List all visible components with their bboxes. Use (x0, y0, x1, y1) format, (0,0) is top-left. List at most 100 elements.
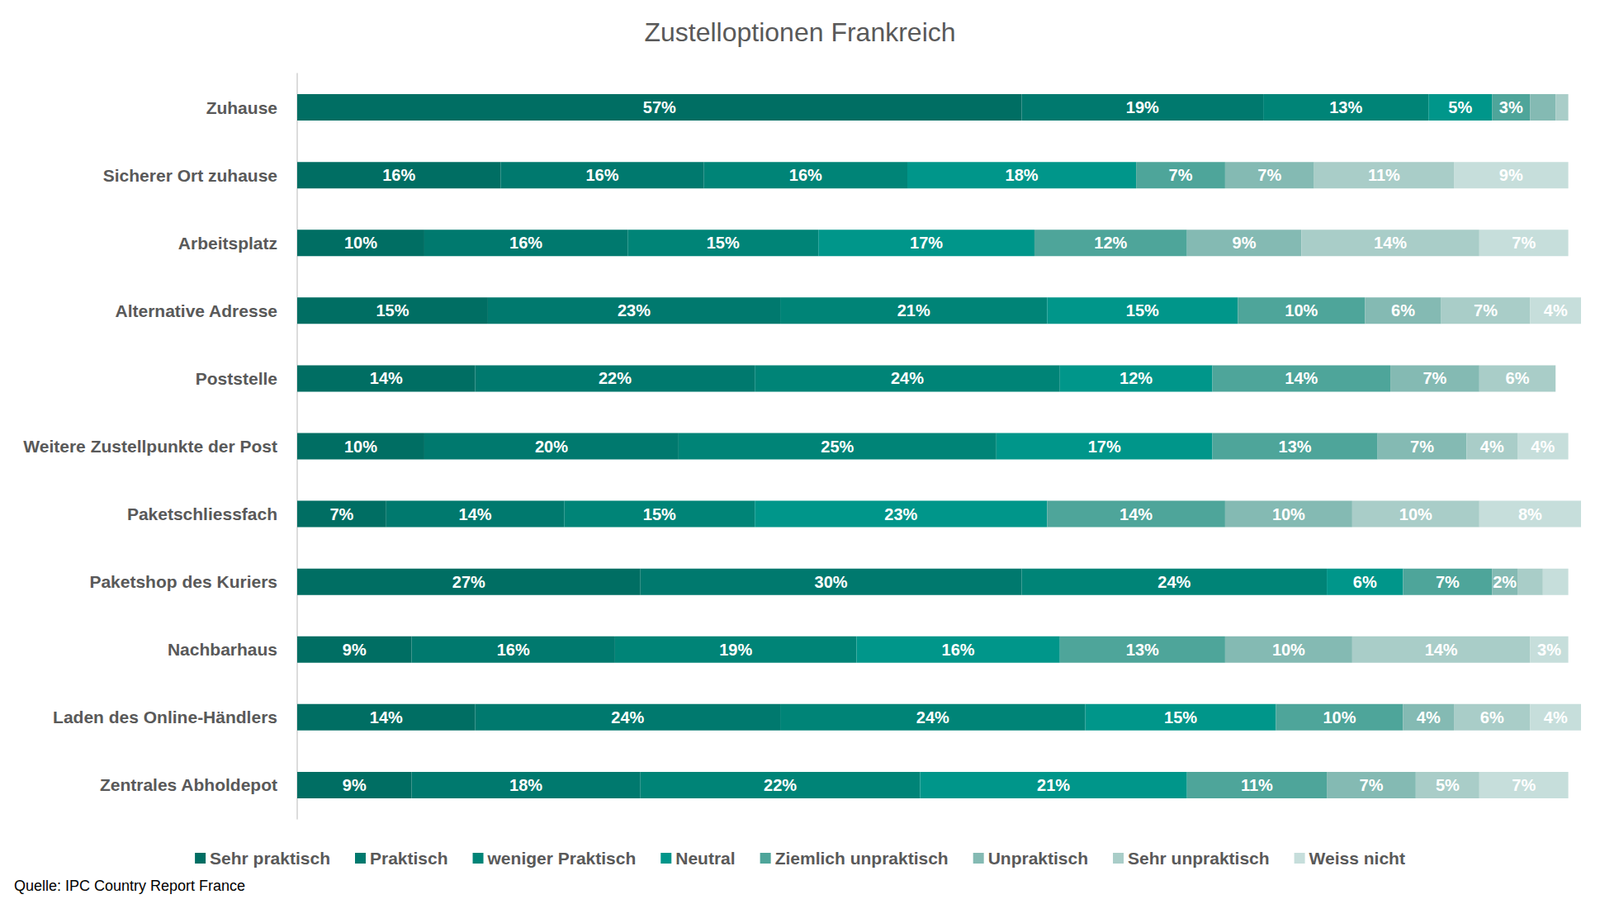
svg-text:27%: 27% (452, 572, 486, 592)
svg-text:13%: 13% (1329, 98, 1363, 117)
svg-text:17%: 17% (1088, 437, 1122, 456)
svg-text:Quelle: IPC Country Report Fra: Quelle: IPC Country Report France (14, 877, 246, 895)
svg-text:6%: 6% (1480, 708, 1505, 727)
svg-text:21%: 21% (897, 301, 931, 320)
svg-text:17%: 17% (909, 233, 943, 252)
svg-text:14%: 14% (459, 505, 493, 524)
svg-text:Paketshop des Kuriers: Paketshop des Kuriers (89, 572, 278, 592)
svg-text:8%: 8% (1518, 505, 1543, 524)
svg-text:19%: 19% (719, 640, 753, 659)
svg-text:6%: 6% (1505, 369, 1530, 388)
svg-text:4%: 4% (1543, 708, 1568, 727)
svg-text:12%: 12% (1119, 369, 1153, 388)
svg-text:24%: 24% (916, 708, 950, 727)
svg-text:11%: 11% (1368, 165, 1401, 185)
svg-text:6%: 6% (1391, 301, 1416, 320)
svg-text:Weiss nicht: Weiss nicht (1309, 848, 1406, 868)
svg-text:Alternative Adresse: Alternative Adresse (115, 301, 278, 321)
svg-text:15%: 15% (643, 505, 677, 524)
svg-text:Poststelle: Poststelle (195, 369, 278, 389)
svg-text:15%: 15% (1126, 301, 1160, 320)
svg-text:7%: 7% (1257, 165, 1282, 185)
svg-text:10%: 10% (1284, 301, 1318, 320)
svg-text:4%: 4% (1480, 437, 1505, 456)
svg-text:7%: 7% (1410, 437, 1435, 456)
svg-text:10%: 10% (1322, 708, 1356, 727)
svg-text:7%: 7% (1359, 776, 1384, 795)
svg-text:10%: 10% (344, 437, 378, 456)
svg-text:14%: 14% (1424, 640, 1458, 659)
svg-text:11%: 11% (1240, 776, 1274, 795)
svg-text:Zentrales Abholdepot: Zentrales Abholdepot (99, 775, 278, 795)
svg-text:14%: 14% (1119, 505, 1153, 524)
svg-text:Praktisch: Praktisch (369, 848, 449, 868)
svg-text:7%: 7% (1169, 165, 1193, 185)
svg-text:7%: 7% (1511, 233, 1536, 252)
svg-text:57%: 57% (643, 98, 677, 117)
svg-text:18%: 18% (509, 776, 543, 795)
svg-text:Ziemlich unpraktisch: Ziemlich unpraktisch (775, 848, 949, 868)
svg-text:3%: 3% (1499, 98, 1524, 117)
svg-text:24%: 24% (610, 708, 644, 727)
svg-text:24%: 24% (890, 369, 924, 388)
svg-text:Unpraktisch: Unpraktisch (988, 848, 1089, 868)
svg-text:10%: 10% (1399, 505, 1433, 524)
svg-text:10%: 10% (344, 233, 378, 252)
svg-text:Zuhause: Zuhause (206, 98, 278, 118)
svg-text:19%: 19% (1126, 98, 1160, 117)
svg-text:22%: 22% (763, 776, 797, 795)
svg-text:Nachbarhaus: Nachbarhaus (167, 639, 278, 659)
svg-text:weniger Praktisch: weniger Praktisch (487, 848, 637, 868)
svg-text:18%: 18% (1005, 165, 1039, 185)
svg-text:16%: 16% (509, 233, 543, 252)
svg-text:Sehr praktisch: Sehr praktisch (209, 848, 331, 868)
svg-text:3%: 3% (1537, 640, 1562, 659)
svg-text:4%: 4% (1543, 301, 1568, 320)
svg-text:Arbeitsplatz: Arbeitsplatz (178, 233, 278, 253)
svg-text:14%: 14% (369, 708, 403, 727)
svg-text:10%: 10% (1272, 640, 1306, 659)
svg-text:15%: 15% (375, 301, 409, 320)
svg-text:16%: 16% (942, 640, 976, 659)
svg-text:14%: 14% (1284, 369, 1318, 388)
svg-text:15%: 15% (1164, 708, 1198, 727)
svg-text:Zustelloptionen Frankreich: Zustelloptionen Frankreich (643, 17, 956, 48)
svg-text:13%: 13% (1278, 437, 1312, 456)
svg-text:Weitere Zustellpunkte der Post: Weitere Zustellpunkte der Post (23, 436, 278, 456)
svg-text:4%: 4% (1530, 437, 1555, 456)
svg-text:14%: 14% (1373, 233, 1407, 252)
svg-text:23%: 23% (617, 301, 651, 320)
svg-text:4%: 4% (1416, 708, 1441, 727)
svg-text:7%: 7% (1422, 369, 1447, 388)
svg-text:14%: 14% (369, 369, 403, 388)
svg-text:6%: 6% (1353, 572, 1378, 592)
svg-text:9%: 9% (342, 776, 367, 795)
svg-text:16%: 16% (497, 640, 531, 659)
svg-text:7%: 7% (1435, 572, 1460, 592)
svg-text:7%: 7% (1511, 776, 1536, 795)
svg-text:22%: 22% (598, 369, 632, 388)
svg-text:10%: 10% (1272, 505, 1306, 524)
svg-text:21%: 21% (1036, 776, 1070, 795)
svg-text:23%: 23% (884, 505, 918, 524)
svg-text:16%: 16% (789, 165, 823, 185)
svg-text:16%: 16% (382, 165, 416, 185)
svg-text:5%: 5% (1435, 776, 1460, 795)
svg-text:5%: 5% (1448, 98, 1473, 117)
svg-text:7%: 7% (329, 505, 354, 524)
svg-text:9%: 9% (1232, 233, 1257, 252)
svg-text:9%: 9% (1499, 165, 1524, 185)
svg-text:25%: 25% (820, 437, 854, 456)
svg-text:Sehr unpraktisch: Sehr unpraktisch (1127, 848, 1270, 868)
svg-text:13%: 13% (1126, 640, 1160, 659)
svg-text:Neutral: Neutral (675, 848, 735, 868)
svg-text:16%: 16% (585, 165, 619, 185)
svg-text:12%: 12% (1093, 233, 1127, 252)
svg-text:24%: 24% (1157, 572, 1191, 592)
svg-text:15%: 15% (706, 233, 740, 252)
svg-text:Laden des Online-Händlers: Laden des Online-Händlers (52, 707, 278, 727)
svg-text:9%: 9% (342, 640, 367, 659)
svg-text:2%: 2% (1492, 572, 1517, 592)
svg-text:20%: 20% (534, 437, 569, 456)
svg-text:7%: 7% (1473, 301, 1498, 320)
